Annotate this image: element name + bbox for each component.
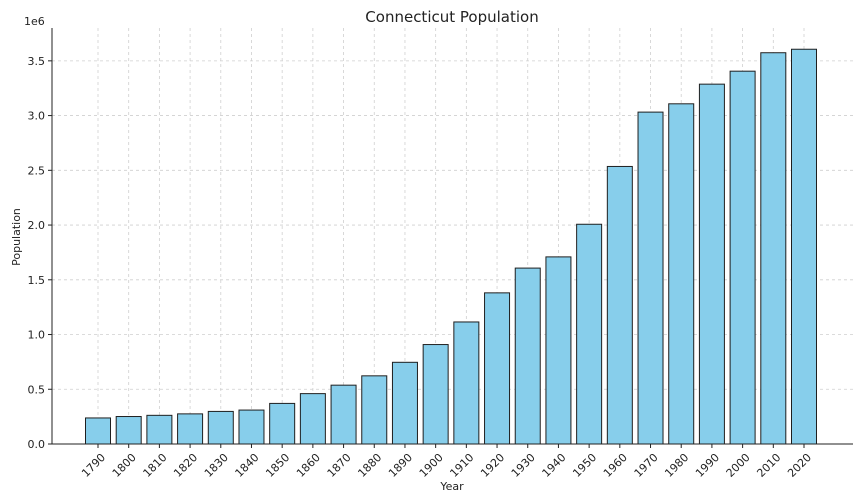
y-tick-label: 1.5 [28,274,46,287]
bar-1930 [514,267,541,445]
x-tick-label: 1990 [693,451,722,480]
axes-layer [51,28,853,445]
bar-1940 [545,256,572,445]
x-tick-label: 2010 [754,451,783,480]
x-tick-label: 1910 [447,451,476,480]
bar-2000 [729,70,756,445]
x-tick-label: 1790 [79,451,108,480]
bar-2020 [791,48,817,445]
x-tick-label: 1890 [386,451,415,480]
x-tick-label: 1950 [570,451,599,480]
x-tick-label: 1860 [294,451,323,480]
x-tick-label: 1800 [110,451,139,480]
bar-1910 [453,321,480,445]
x-tick-label: 1870 [325,451,354,480]
bar-1850 [269,402,296,445]
y-tick-label: 2.0 [28,219,46,232]
y-axis-offset-label: 1e6 [24,15,45,28]
bar-1960 [606,165,633,445]
bar-1860 [299,393,326,445]
x-tick-label: 1850 [263,451,292,480]
x-tick-label: 1920 [478,451,507,480]
bar-1950 [576,223,603,445]
bar-1820 [177,413,204,445]
y-tick-label: 3.5 [28,55,46,68]
bar-1800 [115,416,142,445]
bar-1810 [146,414,173,445]
bar-1870 [330,384,357,445]
x-tick-label: 1980 [662,451,691,480]
x-tick-label: 1960 [601,451,630,480]
bar-2010 [760,52,787,445]
y-tick-label: 0.5 [28,383,46,396]
bar-1840 [238,409,265,445]
y-tick-label: 3.0 [28,110,46,123]
bars-layer [85,48,817,445]
x-tick-label: 1930 [509,451,538,480]
bar-1970 [637,111,664,445]
x-tick-label: 1940 [540,451,569,480]
bar-1980 [668,103,695,445]
x-tick-label: 1810 [141,451,170,480]
bar-1920 [484,292,511,445]
bar-1900 [422,344,449,445]
x-tick-label: 1830 [202,451,231,480]
x-tick-label: 1900 [417,451,446,480]
bar-1890 [391,361,418,445]
bar-1880 [361,375,388,445]
x-tick-label: 1840 [233,451,262,480]
ticks-layer: 0.0 0.5 1.0 1.5 2.0 2.5 3.0 3.5 1790 1800 1810 1820… [28,55,815,480]
x-tick-label: 2020 [785,451,814,480]
x-tick-label: 1970 [632,451,661,480]
x-axis-label: Year [439,480,464,493]
bar-1830 [207,410,234,445]
chart-title: Connecticut Population [365,8,538,26]
bar-1990 [698,83,725,445]
bar-1790 [85,417,111,445]
y-tick-label: 1.0 [28,329,46,342]
x-tick-label: 1820 [171,451,200,480]
x-tick-label: 2000 [724,451,753,480]
y-tick-label: 2.5 [28,164,46,177]
y-axis-label: Population [10,208,23,266]
x-tick-label: 1880 [355,451,384,480]
y-tick-label: 0.0 [28,438,46,451]
